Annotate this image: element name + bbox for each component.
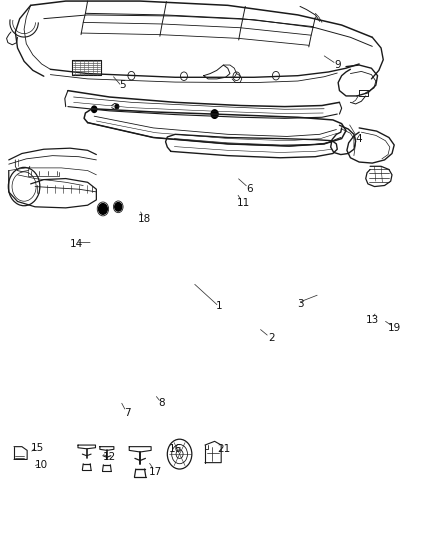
Circle shape — [115, 203, 122, 211]
Text: 14: 14 — [70, 239, 83, 248]
Text: 21: 21 — [217, 444, 230, 454]
Circle shape — [92, 106, 97, 112]
Text: 10: 10 — [35, 460, 48, 470]
Text: 4: 4 — [356, 134, 363, 143]
Text: 16: 16 — [169, 444, 182, 454]
Text: 3: 3 — [297, 299, 304, 309]
Text: 13: 13 — [366, 315, 379, 325]
Text: 18: 18 — [138, 214, 151, 223]
Text: 6: 6 — [246, 184, 253, 194]
Text: 19: 19 — [388, 323, 401, 333]
Text: 15: 15 — [31, 443, 44, 453]
Text: 2: 2 — [268, 334, 275, 343]
Text: 11: 11 — [237, 198, 250, 207]
Text: 17: 17 — [149, 467, 162, 477]
Circle shape — [99, 204, 107, 214]
Text: 1: 1 — [215, 302, 223, 311]
Text: 9: 9 — [334, 60, 341, 70]
Text: 7: 7 — [124, 408, 131, 418]
Text: 12: 12 — [103, 453, 116, 462]
Circle shape — [211, 110, 218, 118]
Text: 8: 8 — [159, 399, 166, 408]
Circle shape — [115, 104, 119, 109]
Text: 5: 5 — [119, 80, 126, 90]
